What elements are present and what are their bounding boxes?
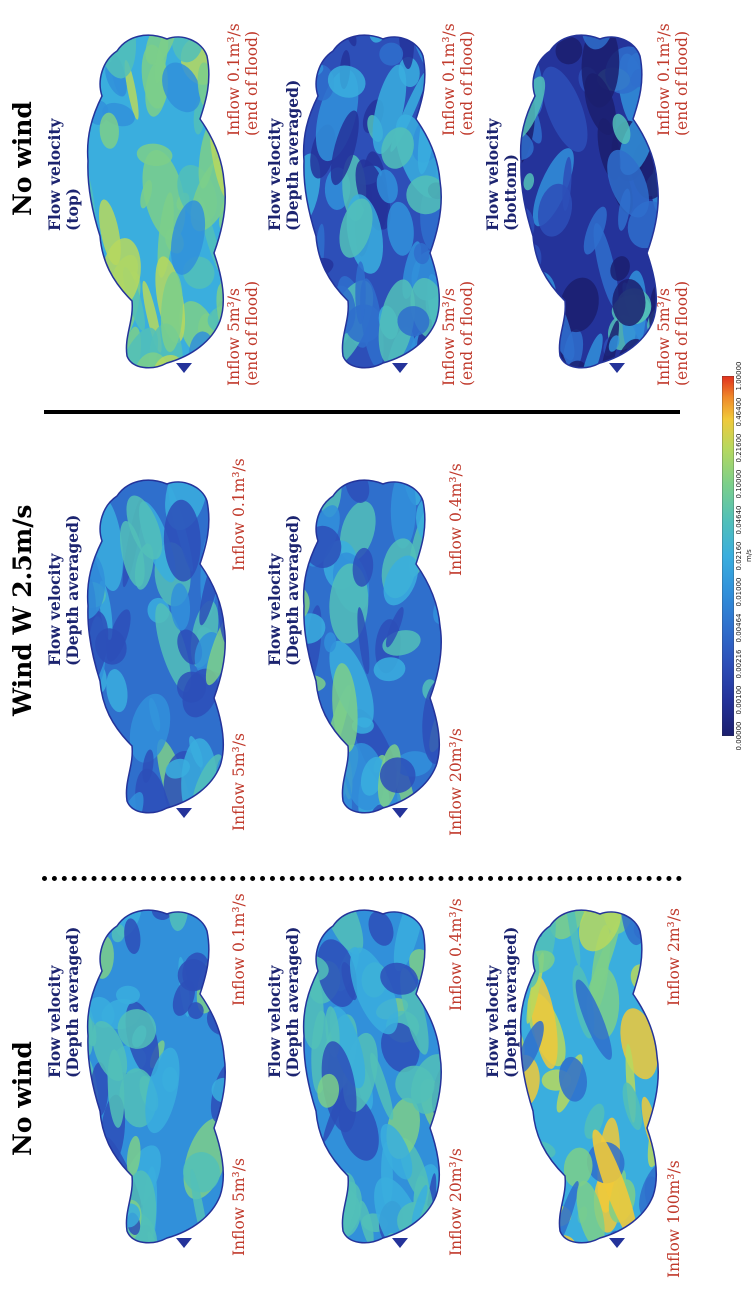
colorbar-tick-label: 0.00216: [735, 649, 743, 679]
solid-separator: [44, 410, 680, 414]
colorbar-tick-label: 0.02160: [735, 541, 743, 571]
inflow-label-c2-in: Inflow 5m³/s (end of flood): [440, 280, 476, 386]
colorbar-tick-label: 0.00000: [735, 721, 743, 751]
inflow-label-c2-out: Inflow 0.1m³/s (end of flood): [440, 23, 476, 136]
colorbar-tick-label: 0.21600: [735, 433, 743, 463]
colorbar-tick-label: 0.00100: [735, 685, 743, 715]
inflow-label-a1-out: Inflow 0.1m³/s: [230, 893, 248, 1006]
velocity-colorbar: [722, 376, 734, 736]
inflow-label-b1-in: Inflow 5m³/s: [230, 733, 248, 831]
heading-wind-w: Wind W 2.5m/s: [8, 504, 37, 716]
inflow-label-a1-in: Inflow 5m³/s: [230, 1158, 248, 1256]
flow-map-a3: [519, 909, 660, 1248]
inflow-label-a2-in: Inflow 20m³/s: [447, 1148, 465, 1256]
colorbar-tick-label: 0.46400: [735, 397, 743, 427]
inflow-label-b2-in: Inflow 20m³/s: [447, 728, 465, 836]
inflow-label-c1-out: Inflow 0.1m³/s (end of flood): [225, 23, 261, 136]
inflow-label-c3-out: Inflow 0.1m³/s (end of flood): [655, 23, 691, 136]
colorbar-tick-label: 0.10000: [735, 469, 743, 499]
heading-no-wind-left: No wind: [8, 1041, 37, 1156]
heading-no-wind-right: No wind: [8, 101, 37, 216]
inflow-label-a2-out: Inflow 0.4m³/s: [447, 898, 465, 1011]
flow-map-c1: [86, 34, 227, 373]
flow-map-a2: [302, 909, 443, 1248]
inflow-label-c3-in: Inflow 5m³/s (end of flood): [655, 280, 691, 386]
inflow-label-a3-in: Inflow 100m³/s: [665, 1160, 683, 1278]
colorbar-tick-label: 0.00464: [735, 613, 743, 643]
flow-map-c2: [302, 34, 443, 373]
colorbar-tick-label: 0.04640: [735, 505, 743, 535]
inflow-label-b2-out: Inflow 0.4m³/s: [447, 463, 465, 576]
inflow-label-b1-out: Inflow 0.1m³/s: [230, 458, 248, 571]
colorbar-tick-label: 0.01000: [735, 577, 743, 607]
colorbar-tick-label: 1.00000: [735, 361, 743, 391]
flow-map-a1: [86, 909, 227, 1248]
inflow-label-a3-out: Inflow 2m³/s: [665, 908, 683, 1006]
flow-map-c3: [519, 34, 660, 373]
flow-map-b1: [86, 479, 227, 818]
inflow-label-c1-in: Inflow 5m³/s (end of flood): [225, 280, 261, 386]
colorbar-ticks: 0.00000 0.00100 0.00216 0.00464 0.01000 0.021…: [735, 362, 745, 751]
flow-map-b2: [302, 479, 443, 818]
colorbar-unit: m/s: [745, 549, 753, 562]
